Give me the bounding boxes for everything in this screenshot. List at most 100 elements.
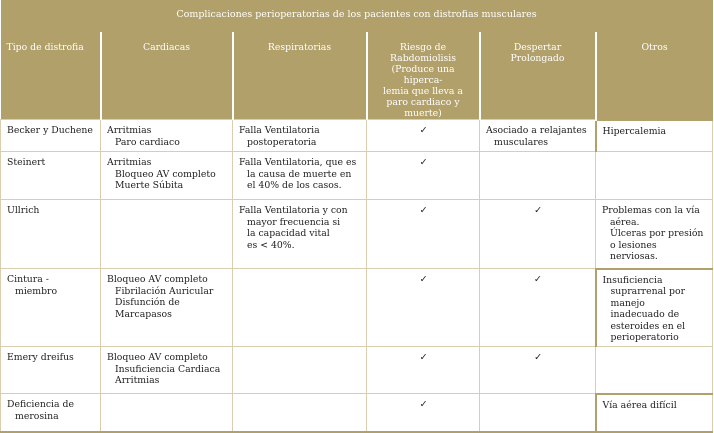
cell-line: nerviosas. — [610, 251, 658, 262]
table-row: Deficiencia de merosina ✓ Vía aérea difícil — [0, 392, 714, 433]
cell-line: Paro cardiaco — [115, 136, 180, 148]
cell-otros — [594, 346, 714, 394]
header-line: lemia que lleva a — [383, 86, 463, 97]
cell-line: Hipercalemia — [602, 125, 667, 137]
cell-line: Arritmias — [107, 157, 152, 168]
cell-tipo: Steinert — [0, 151, 101, 200]
check-icon: ✓ — [419, 274, 428, 285]
cell-cardiacas: Arritmias Paro cardiaco — [100, 119, 233, 152]
column-header-cardiacas: Cardiacas — [99, 32, 233, 120]
cell-line: merosina — [15, 410, 59, 422]
check-icon: ✓ — [419, 157, 428, 168]
column-header-despertar: Despertar Prolongado — [478, 32, 596, 120]
cell-line: Fibrilación Auricular — [115, 285, 214, 297]
cell-line: Bloqueo AV completo — [107, 352, 208, 363]
cell-rabdomiolisis: ✓ — [366, 268, 480, 347]
cell-line: o lesiones — [610, 239, 657, 251]
cell-rabdomiolisis: ✓ — [366, 199, 480, 269]
cell-rabdomiolisis: ✓ — [366, 151, 480, 200]
cell-cardiacas: Bloqueo AV completo Insuficiencia Cardiac… — [100, 346, 233, 394]
check-icon: ✓ — [534, 205, 542, 216]
check-icon: ✓ — [419, 125, 428, 136]
cell-line: Falla Ventilatoria — [239, 125, 320, 136]
cell-respiratorias — [232, 393, 367, 433]
cell-line: Falla Ventilatoria y con — [239, 205, 348, 216]
cell-otros: Insuficiencia suprarrenal por manejo inadec… — [594, 267, 714, 347]
cell-line: la capacidad vital — [247, 228, 330, 239]
cell-line: Arritmias — [107, 125, 152, 136]
cell-line: aérea. — [610, 216, 640, 228]
check-icon: ✓ — [419, 205, 428, 216]
cell-cardiacas — [100, 393, 233, 433]
cell-respiratorias: Falla Ventilatoria y con mayor frecuencia… — [232, 199, 367, 269]
cell-line: Insuficiencia — [602, 274, 663, 286]
cell-despertar — [479, 151, 596, 200]
cell-tipo: Becker y Duchene — [0, 119, 101, 152]
cell-tipo: Cintura - miembro — [0, 268, 101, 347]
cell-cardiacas: Bloqueo AV completo Fibrilación Auricular… — [100, 268, 233, 347]
cell-cardiacas: Arritmias Bloqueo AV completo Muerte Súbit… — [100, 151, 233, 200]
header-line: Tipo de distrofia — [6, 42, 84, 53]
cell-despertar: ✓ — [479, 199, 596, 269]
check-icon: ✓ — [419, 399, 428, 410]
column-header-respiratorias: Respiratorias — [231, 32, 367, 120]
cell-line: mayor frecuencia si — [247, 216, 341, 228]
check-icon: ✓ — [534, 352, 542, 363]
table-row: Becker y Duchene Arritmias Paro cardiaco Fa… — [0, 118, 714, 152]
cell-line: Arritmias — [115, 375, 160, 386]
cell-despertar — [479, 393, 596, 433]
cell-otros — [594, 151, 714, 200]
check-icon: ✓ — [419, 352, 428, 363]
cell-line: Úlceras por presión — [610, 228, 704, 239]
header-line: Rabdomiolisis — [389, 53, 457, 64]
cell-line: miembro — [15, 285, 58, 297]
header-line: Respiratorias — [267, 42, 332, 53]
table-row: Steinert Arritmias Bloqueo AV completo Muer… — [0, 151, 714, 200]
cell-line: Marcapasos — [115, 308, 172, 320]
cell-despertar: Asociado a relajantes musculares — [479, 119, 596, 152]
table-body: Becker y Duchene Arritmias Paro cardiaco Fa… — [0, 118, 714, 433]
cell-line: Disfunción de — [115, 297, 180, 308]
cell-line: postoperatoria — [247, 136, 317, 148]
table-title: Complicaciones perioperatorias de los pa… — [0, 0, 713, 32]
cell-despertar: ✓ — [479, 268, 596, 347]
cell-tipo: Ullrich — [0, 199, 101, 269]
header-line: Despertar — [513, 42, 562, 53]
cell-respiratorias: Falla Ventilatoria postoperatoria — [232, 119, 367, 152]
cell-line: la causa de muerte en — [247, 168, 352, 180]
cell-otros: Problemas con la vía aérea. Úlceras por pr… — [594, 199, 714, 269]
cell-otros: Hipercalemia — [594, 118, 714, 152]
cell-line: musculares — [494, 136, 549, 148]
cell-line: Bloqueo AV completo — [115, 168, 216, 180]
cell-otros: Vía aérea difícil — [594, 392, 714, 433]
cell-respiratorias — [232, 346, 367, 394]
cell-line: Problemas con la vía — [602, 205, 700, 216]
cell-line: Bloqueo AV completo — [107, 274, 208, 285]
cell-line: Falla Ventilatoria, que es — [239, 157, 357, 168]
cell-line: suprarrenal por — [610, 286, 686, 297]
check-icon: ✓ — [533, 274, 542, 285]
cell-line: Muerte Súbita — [115, 180, 184, 191]
cell-respiratorias — [232, 268, 367, 347]
header-line: Otros — [641, 42, 668, 53]
cell-rabdomiolisis: ✓ — [366, 393, 480, 433]
cell-tipo: Deficiencia de merosina — [0, 393, 101, 433]
cell-rabdomiolisis: ✓ — [366, 346, 480, 394]
table-row: Emery dreifus Bloqueo AV completo Insufici… — [0, 346, 714, 394]
cell-line: el 40% de los casos. — [247, 180, 342, 191]
cell-line: Ullrich — [7, 205, 40, 216]
cell-line: Asociado a relajantes — [486, 125, 587, 136]
header-line: muerte) — [404, 108, 442, 119]
cell-rabdomiolisis: ✓ — [366, 119, 480, 152]
cell-line: inadecuado de — [610, 309, 680, 320]
cell-line: Vía aérea difícil — [602, 399, 677, 411]
cell-line: perioperatorio — [610, 332, 679, 343]
cell-line: Deficiencia de — [7, 399, 74, 410]
cell-cardiacas — [100, 199, 233, 269]
cell-despertar: ✓ — [479, 346, 596, 394]
column-header-rabdomiolisis: Riesgo de Rabdomiolisis (Produce una hiper… — [365, 32, 480, 120]
cell-line: Emery dreifus — [7, 352, 74, 363]
cell-line: Becker y Duchene — [7, 125, 93, 136]
cell-line: esteroides en el — [610, 320, 686, 332]
header-line: paro cardiaco y — [386, 97, 460, 108]
